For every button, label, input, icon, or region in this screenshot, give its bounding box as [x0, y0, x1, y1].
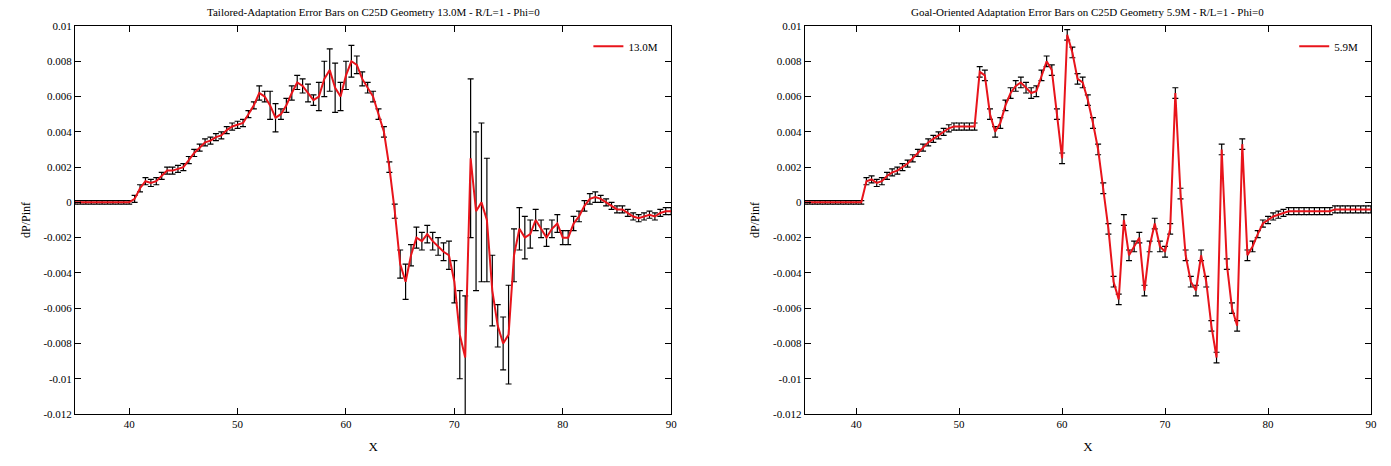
svg-text:70: 70	[449, 418, 461, 430]
svg-text:X: X	[1083, 439, 1093, 454]
svg-text:dP/Pinf: dP/Pinf	[19, 202, 33, 238]
svg-text:-0.012: -0.012	[43, 408, 71, 420]
svg-text:80: 80	[1263, 418, 1275, 430]
svg-text:40: 40	[851, 418, 863, 430]
svg-text:-0.004: -0.004	[773, 267, 802, 279]
svg-text:0.006: 0.006	[47, 90, 72, 102]
svg-text:0.004: 0.004	[47, 126, 72, 138]
svg-text:-0.012: -0.012	[773, 408, 801, 420]
svg-text:90: 90	[1365, 418, 1377, 430]
svg-text:-0.006: -0.006	[773, 302, 802, 314]
svg-text:-0.002: -0.002	[43, 231, 71, 243]
svg-text:-0.004: -0.004	[43, 267, 72, 279]
svg-text:0.01: 0.01	[53, 20, 72, 32]
svg-text:0.006: 0.006	[777, 90, 802, 102]
svg-text:-0.006: -0.006	[43, 302, 72, 314]
svg-text:-0.008: -0.008	[773, 337, 802, 349]
svg-text:13.0M: 13.0M	[628, 41, 657, 53]
svg-text:dP/Pinf: dP/Pinf	[748, 202, 762, 238]
svg-text:0: 0	[796, 196, 802, 208]
svg-text:-0.002: -0.002	[773, 231, 801, 243]
svg-text:0.008: 0.008	[777, 55, 802, 67]
svg-text:0.01: 0.01	[782, 20, 801, 32]
svg-text:90: 90	[666, 418, 678, 430]
svg-text:0.002: 0.002	[47, 161, 72, 173]
svg-text:80: 80	[557, 418, 569, 430]
svg-text:X: X	[368, 439, 378, 454]
svg-text:-0.01: -0.01	[779, 373, 802, 385]
svg-text:Tailored-Adaptation Error Bars: Tailored-Adaptation Error Bars on C25D G…	[207, 6, 540, 18]
svg-text:5.9M: 5.9M	[1334, 41, 1358, 53]
svg-text:0.008: 0.008	[47, 55, 72, 67]
svg-text:0: 0	[66, 196, 72, 208]
svg-text:50: 50	[954, 418, 966, 430]
svg-text:-0.008: -0.008	[43, 337, 72, 349]
svg-text:50: 50	[232, 418, 244, 430]
svg-text:60: 60	[1057, 418, 1069, 430]
svg-text:Goal-Oriented Adaptation Error: Goal-Oriented Adaptation Error Bars on C…	[911, 6, 1264, 18]
svg-text:40: 40	[124, 418, 136, 430]
svg-text:0.002: 0.002	[777, 161, 802, 173]
svg-text:70: 70	[1160, 418, 1172, 430]
svg-text:0.004: 0.004	[777, 126, 802, 138]
svg-text:-0.01: -0.01	[49, 373, 72, 385]
svg-text:60: 60	[340, 418, 352, 430]
